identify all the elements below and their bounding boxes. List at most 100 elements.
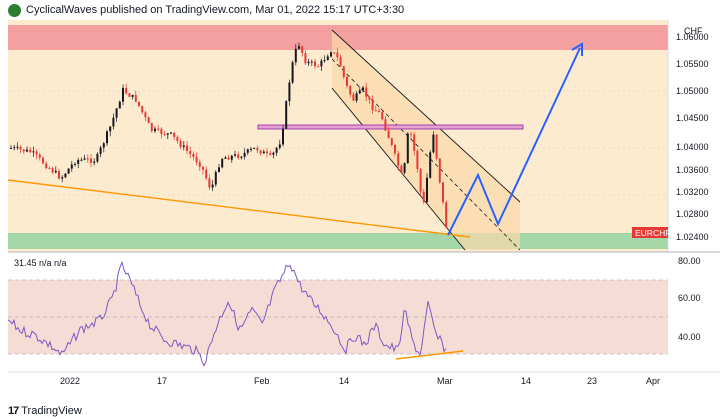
rsi-levels <box>8 279 668 355</box>
candle-body <box>192 153 195 157</box>
time-tick: Apr <box>646 376 660 386</box>
candle-body <box>435 134 438 159</box>
time-axis[interactable]: 2022 17 Feb 14 Mar 14 23 Apr <box>60 376 660 386</box>
candle-body <box>90 158 92 163</box>
candle-body <box>413 134 416 151</box>
candle-body <box>202 166 204 170</box>
candle-body <box>70 164 73 169</box>
candle-body <box>371 99 374 111</box>
published-text: CyclicalWaves published on TradingView.c… <box>26 4 405 16</box>
candle-body <box>154 128 156 131</box>
candle-body <box>442 182 444 203</box>
candle-body <box>368 96 371 100</box>
time-tick: Feb <box>254 376 270 386</box>
candle-body <box>182 145 185 148</box>
candle-body <box>115 108 118 118</box>
price-axis[interactable] <box>668 20 720 252</box>
candle-body <box>128 93 131 97</box>
candle-body <box>384 119 387 131</box>
candle-body <box>102 143 105 148</box>
candle-body <box>304 53 307 64</box>
candle-body <box>301 46 304 54</box>
candle-body <box>122 87 124 102</box>
candle-body <box>45 163 48 169</box>
candle-body <box>166 133 169 135</box>
candle-body <box>144 112 147 118</box>
candle-body <box>205 169 208 179</box>
candle-body <box>106 131 108 144</box>
rsi-axis[interactable] <box>668 253 720 371</box>
candle-body <box>134 94 137 102</box>
candle-body <box>394 144 396 154</box>
candle-body <box>160 128 163 135</box>
rsi-tick: 60.00 <box>678 293 701 303</box>
rsi-tick: 40.00 <box>678 332 701 342</box>
candle-body <box>323 60 326 62</box>
candle-body <box>234 154 236 156</box>
candle-body <box>74 163 76 165</box>
candle-body <box>381 112 384 120</box>
candle-body <box>262 151 265 154</box>
candle-body <box>291 62 294 83</box>
rsi-line <box>7 260 447 367</box>
candle-body <box>445 202 448 228</box>
price-tick: 1.05000 <box>676 86 709 96</box>
candle-body <box>93 161 96 163</box>
channel-upper-line <box>331 29 521 203</box>
candle-body <box>86 158 89 160</box>
candle-body <box>35 151 38 155</box>
candle-body <box>125 87 128 94</box>
candle-body <box>16 146 19 148</box>
candle-body <box>246 149 249 153</box>
candle-body <box>179 141 182 148</box>
candle-body <box>349 85 352 95</box>
candle-body <box>141 105 144 113</box>
price-tick: 1.04500 <box>676 113 709 123</box>
candle-body <box>406 133 409 164</box>
header: CyclicalWaves published on TradingView.c… <box>0 0 720 20</box>
candle-body <box>282 128 284 145</box>
symbol-badge-label: EURCHF <box>635 228 670 238</box>
candle-body <box>358 90 361 94</box>
candle-body <box>51 168 54 173</box>
candle-body <box>390 138 393 145</box>
footer: 17 TradingView <box>8 401 82 417</box>
time-tick: 17 <box>157 376 167 386</box>
candle-body <box>403 163 406 173</box>
candle-body <box>419 169 422 192</box>
candle-body <box>266 151 268 154</box>
candle-body <box>131 94 134 97</box>
candle-body <box>298 46 300 49</box>
candle-body <box>230 155 233 160</box>
candle-body <box>147 117 150 124</box>
time-tick: 23 <box>587 376 597 386</box>
support-zone <box>8 233 668 249</box>
candle-body <box>346 76 348 86</box>
candle-body <box>38 154 41 158</box>
price-tick: 1.03200 <box>676 187 709 197</box>
candle-body <box>54 170 57 173</box>
candle-body <box>288 82 291 102</box>
candle-body <box>269 153 272 155</box>
candle-body <box>186 145 188 151</box>
candle-body <box>189 150 192 154</box>
candle-body <box>378 110 380 113</box>
candle-body <box>333 52 336 54</box>
candle-body <box>387 130 390 139</box>
candle-body <box>138 101 140 106</box>
candle-body <box>278 144 281 148</box>
candle-body <box>410 133 412 135</box>
candle-body <box>150 123 153 131</box>
candle-body <box>32 151 35 153</box>
candle-body <box>109 126 112 132</box>
candle-body <box>176 137 179 142</box>
candle-body <box>208 178 211 188</box>
price-candles <box>10 42 448 228</box>
candle-body <box>198 162 201 167</box>
price-tick: 1.02400 <box>676 232 709 242</box>
candle-body <box>214 171 217 185</box>
candle-body <box>256 147 259 151</box>
candle-body <box>400 165 403 173</box>
candle-body <box>80 159 83 161</box>
